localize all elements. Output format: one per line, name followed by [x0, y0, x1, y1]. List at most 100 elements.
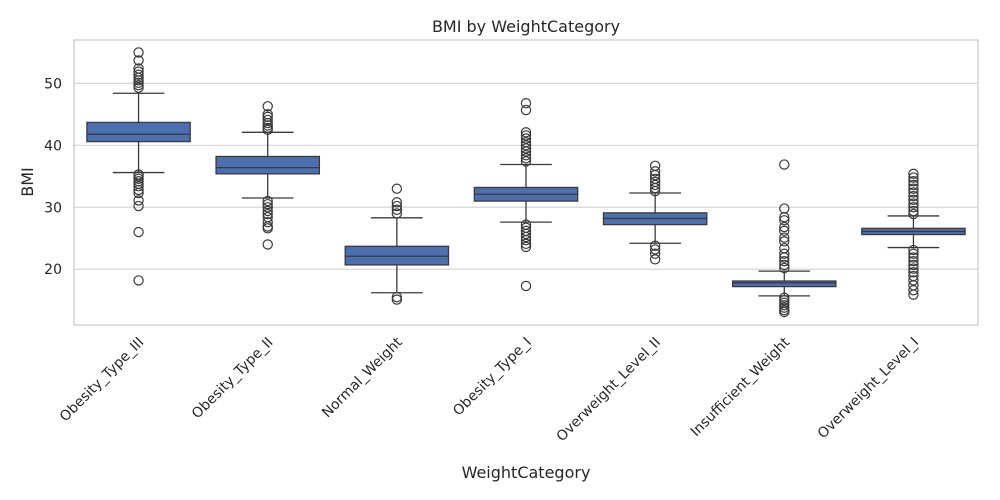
outlier-point — [908, 179, 919, 191]
outlier-point — [133, 275, 144, 286]
outlier-point — [262, 101, 273, 112]
y-tick-label: 30 — [44, 200, 62, 216]
outlier-point — [779, 262, 790, 274]
box-group — [473, 97, 579, 292]
outlier-point — [133, 72, 144, 83]
outlier-point — [520, 143, 532, 154]
outlier-point — [779, 252, 790, 263]
outlier-point — [133, 200, 144, 212]
outlier-point — [779, 159, 790, 170]
outlier-point — [133, 80, 144, 91]
y-tick-label: 50 — [44, 76, 62, 92]
outlier-point — [133, 55, 144, 66]
outlier-point — [649, 254, 661, 265]
outlier-point — [391, 183, 403, 194]
outlier-point — [908, 202, 919, 213]
outlier-point — [262, 223, 273, 234]
outlier-point — [908, 183, 919, 194]
outlier-point — [391, 200, 403, 212]
outlier-point — [520, 140, 532, 151]
outlier-point — [262, 195, 273, 207]
outlier-point — [520, 150, 532, 161]
outlier-point — [520, 104, 532, 116]
outlier-point — [779, 248, 790, 259]
x-tick-label: Normal_Weight — [319, 334, 406, 421]
outlier-point — [908, 244, 919, 256]
outlier-point — [391, 291, 403, 303]
outlier-point — [262, 216, 273, 228]
outlier-point — [908, 252, 919, 263]
outlier-point — [779, 259, 790, 271]
outlier-point — [262, 239, 273, 250]
outlier-point — [520, 234, 532, 246]
outlier-point — [779, 215, 790, 226]
outlier-point — [520, 228, 532, 240]
outlier-point — [908, 176, 919, 187]
outlier-point — [391, 294, 403, 305]
outlier-point — [779, 211, 790, 223]
outlier-point — [908, 255, 919, 267]
outlier-point — [520, 97, 532, 109]
outlier-point — [262, 202, 273, 213]
x-tick-label: Obesity_Type_II — [189, 335, 277, 423]
outlier-point — [262, 198, 273, 210]
outlier-point — [908, 208, 919, 220]
outlier-point — [908, 172, 919, 183]
outlier-point — [520, 127, 532, 138]
outlier-point — [133, 82, 144, 93]
box-group — [602, 160, 708, 265]
outlier-point — [908, 190, 919, 202]
outlier-point — [908, 198, 919, 209]
outlier-point — [133, 184, 144, 196]
y-axis-ticks: 20 30 40 50 — [44, 76, 62, 278]
x-axis-ticks: Obesity_Type_III Obesity_Type_II Normal_We… — [57, 334, 922, 445]
grid-lines — [74, 82, 978, 270]
outlier-point — [133, 181, 144, 192]
outlier-point — [649, 182, 661, 194]
outlier-point — [262, 205, 273, 217]
outlier-point — [908, 285, 919, 296]
outlier-point — [133, 226, 144, 238]
outlier-point — [133, 195, 144, 206]
outlier-point — [520, 231, 532, 243]
outlier-point — [520, 280, 532, 292]
outlier-point — [391, 204, 403, 215]
outlier-point — [133, 173, 144, 184]
outlier-point — [779, 299, 790, 311]
iqr-box — [731, 280, 837, 288]
outlier-point — [133, 187, 144, 199]
box-group — [731, 159, 837, 318]
outlier-point — [133, 47, 144, 58]
y-axis-title: BMI — [18, 167, 37, 197]
iqr-box — [86, 121, 191, 143]
chart-title: BMI by WeightCategory — [432, 17, 620, 36]
box-group — [344, 183, 450, 305]
outlier-point — [649, 179, 661, 191]
iqr-box — [215, 155, 321, 175]
outlier-point — [520, 130, 532, 141]
outlier-point — [779, 255, 790, 267]
outlier-point — [520, 156, 532, 167]
box-group — [861, 168, 966, 300]
outlier-point — [779, 292, 790, 303]
box-series — [86, 47, 966, 318]
outlier-point — [133, 75, 144, 86]
outlier-point — [520, 153, 532, 164]
y-tick-label: 20 — [44, 262, 62, 278]
outlier-point — [779, 295, 790, 306]
outlier-point — [262, 208, 273, 220]
outlier-point — [262, 117, 273, 129]
x-tick-label: Overweight_Level_I — [815, 335, 922, 442]
outlier-point — [908, 187, 919, 198]
x-tick-label: Obesity_Type_III — [57, 335, 148, 426]
outlier-point — [908, 205, 919, 217]
box-group — [86, 47, 191, 286]
outlier-point — [779, 306, 790, 318]
outlier-point — [908, 267, 919, 278]
outlier-point — [262, 120, 273, 131]
outlier-point — [908, 168, 919, 180]
outlier-point — [649, 240, 661, 251]
outlier-point — [262, 114, 273, 126]
outlier-point — [520, 241, 532, 253]
